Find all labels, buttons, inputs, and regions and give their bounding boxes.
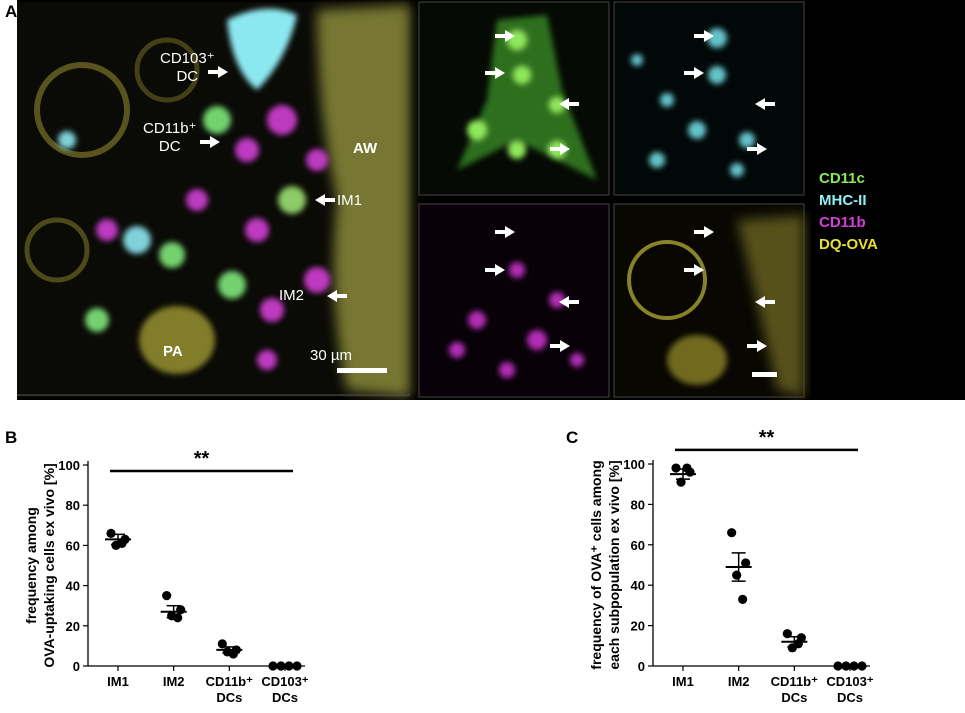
- x-tick-label: CD103⁺ DCs: [826, 674, 873, 705]
- panel-c-letter: C: [566, 428, 579, 447]
- y-tick-label: 100: [623, 457, 645, 472]
- y-tick-label: 20: [631, 619, 645, 634]
- x-tick-label-line: DCs: [272, 690, 298, 705]
- y-tick-label: 80: [631, 497, 645, 512]
- legend-dq-ova: DQ-OVA: [819, 236, 878, 253]
- x-tick-label: IM1: [672, 674, 694, 689]
- data-point: [106, 528, 116, 538]
- panel-b-letter: B: [5, 428, 18, 447]
- legend-mhc-ii: MHC-II: [819, 192, 867, 209]
- cd103-label-line1: CD103⁺: [160, 50, 215, 67]
- cd11b-label-line1: CD11b⁺: [143, 120, 197, 137]
- data-point: [732, 570, 742, 580]
- y-tick-label: 60: [631, 538, 645, 553]
- y-tick-label: 0: [638, 659, 645, 674]
- chart-c: 0 20 40 60 80 100 frequency of OVA⁺ cells amon…: [565, 427, 895, 708]
- data-point: [176, 605, 186, 615]
- aw-label: AW: [353, 140, 378, 157]
- x-tick-label-line: CD11b⁺: [771, 674, 818, 689]
- cd103-dc-label: CD103⁺ DC: [160, 50, 215, 86]
- cd11b-dc-label: CD11b⁺ DC: [143, 120, 197, 156]
- x-tick-label-line: IM1: [672, 674, 694, 689]
- data-point: [162, 591, 172, 601]
- cd11b-channel-image: [418, 203, 610, 398]
- y-tick-label: 80: [66, 498, 80, 513]
- y-tick-label: 0: [73, 659, 80, 674]
- y-axis-label: frequency of OVA⁺ cells among each subpop…: [588, 460, 622, 669]
- legend-cd11c: CD11c: [819, 170, 865, 187]
- y-axis-label-line: frequency of OVA⁺ cells among: [588, 460, 604, 669]
- data-point: [727, 528, 737, 538]
- microscopy-panel: CD103⁺ DC CD11b⁺ DC AW IM1 IM2 PA 30 µm …: [17, 0, 965, 400]
- pa-label: PA: [163, 343, 183, 360]
- im1-label: IM1: [337, 192, 363, 209]
- data-point: [738, 594, 748, 604]
- data-point: [117, 538, 127, 548]
- mhc-ii-channel-image: [613, 1, 805, 196]
- x-tick-label-line: IM1: [107, 674, 129, 689]
- x-tick-label-line: CD103⁺: [261, 674, 308, 689]
- y-axis-label-line: frequency among: [23, 507, 39, 624]
- x-tick-label-line: DCs: [781, 690, 807, 705]
- x-tick-label-line: DCs: [837, 690, 863, 705]
- x-tick-label-line: CD103⁺: [826, 674, 873, 689]
- y-tick-label: 40: [631, 578, 645, 593]
- y-tick-label: 40: [66, 579, 80, 594]
- x-tick-label: IM1: [107, 674, 129, 689]
- x-tick-label: CD11b⁺ DCs: [206, 674, 253, 705]
- x-tick-label-line: IM2: [728, 674, 750, 689]
- y-tick-label: 20: [66, 619, 80, 634]
- cd11b-label-line2: DC: [158, 138, 181, 155]
- data-point: [671, 463, 681, 473]
- data-point: [741, 558, 751, 568]
- x-tick-label: IM2: [163, 674, 185, 689]
- y-tick-label: 100: [58, 458, 80, 473]
- merged-image: [17, 2, 410, 397]
- y-axis-label-line: OVA-uptaking cells ex vivo [%]: [41, 463, 57, 667]
- cd11c-channel-image: [418, 1, 610, 196]
- y-axis-label-line: each subpopulation ex vivo [%]: [606, 460, 622, 669]
- chart-b: 0 20 40 60 80 100 frequency among OVA-uptaking …: [0, 440, 330, 708]
- legend-cd11b: CD11b: [819, 214, 866, 231]
- microscopy-composite: [17, 1, 805, 398]
- cd103-label-line2: DC: [176, 68, 199, 85]
- y-axis-label: frequency among OVA-uptaking cells ex viv…: [23, 463, 57, 667]
- x-tick-label-line: DCs: [216, 690, 242, 705]
- im2-label: IM2: [279, 287, 305, 304]
- data-point: [228, 649, 238, 659]
- scale-bar-label: 30 µm: [310, 347, 352, 364]
- significance-label: **: [194, 448, 210, 470]
- significance-label: **: [759, 428, 775, 449]
- x-tick-label: CD103⁺ DCs: [261, 674, 308, 705]
- x-tick-label-line: CD11b⁺: [206, 674, 253, 689]
- data-point: [682, 463, 692, 473]
- x-tick-label-line: IM2: [163, 674, 185, 689]
- panel-a-letter: A: [5, 2, 18, 21]
- x-tick-label: IM2: [728, 674, 750, 689]
- y-tick-label: 60: [66, 538, 80, 553]
- x-tick-label: CD11b⁺ DCs: [771, 674, 818, 705]
- dq-ova-channel-image: [613, 203, 805, 398]
